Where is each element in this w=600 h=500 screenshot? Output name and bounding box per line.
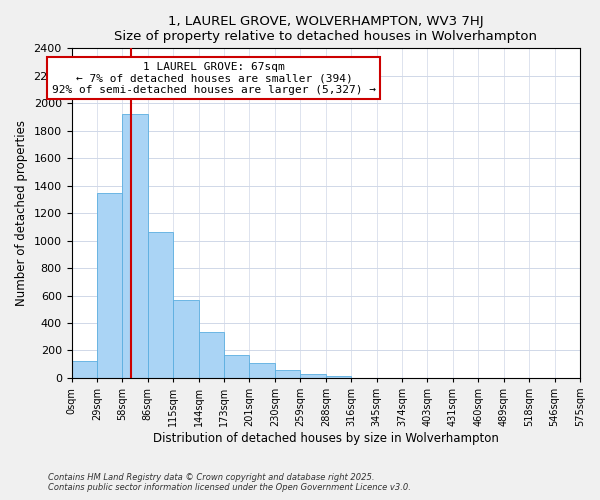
Y-axis label: Number of detached properties: Number of detached properties [15, 120, 28, 306]
Bar [250, 364, 275, 378]
Bar [275, 370, 301, 378]
Bar [224, 356, 250, 378]
Bar [97, 192, 122, 378]
Bar [301, 374, 326, 378]
Text: Contains HM Land Registry data © Crown copyright and database right 2025.
Contai: Contains HM Land Registry data © Crown c… [48, 473, 411, 492]
Text: 1 LAUREL GROVE: 67sqm
← 7% of detached houses are smaller (394)
92% of semi-deta: 1 LAUREL GROVE: 67sqm ← 7% of detached h… [52, 62, 376, 94]
Bar [122, 114, 148, 378]
X-axis label: Distribution of detached houses by size in Wolverhampton: Distribution of detached houses by size … [153, 432, 499, 445]
Bar [199, 332, 224, 378]
Title: 1, LAUREL GROVE, WOLVERHAMPTON, WV3 7HJ
Size of property relative to detached ho: 1, LAUREL GROVE, WOLVERHAMPTON, WV3 7HJ … [114, 15, 537, 43]
Bar [148, 232, 173, 378]
Bar [173, 300, 199, 378]
Bar [71, 361, 97, 378]
Bar [326, 376, 351, 378]
